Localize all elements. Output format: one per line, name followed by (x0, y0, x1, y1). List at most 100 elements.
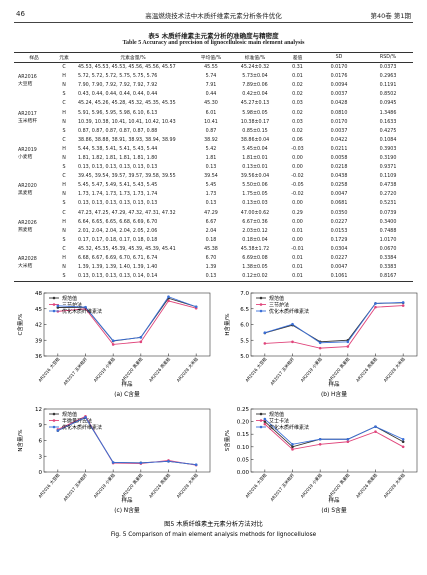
legend-marker (52, 296, 56, 300)
table-cell: 0.0258 (330, 183, 348, 189)
table-cell: 2.01, 2.04, 2.04, 2.04, 2.05, 2.06 (78, 228, 158, 234)
table-row: H 5.72, 5.72, 5.72, 5.75, 5.75, 5.76 5.74 5… (14, 72, 413, 81)
table-row: N 1.81, 1.82, 1.81, 1.81, 1.81, 1.80 1.81 1… (14, 154, 413, 163)
data-point (401, 437, 405, 441)
table-cell: 0.01 (292, 228, 303, 234)
x-tick-label: AR2026 燕麦秸 (354, 356, 379, 384)
data-point (194, 305, 198, 309)
table-cell: 2.04 (205, 228, 217, 234)
column-header: 标准值/% (230, 52, 280, 63)
table-cell: 0.02 (292, 110, 303, 116)
table-cell: 0.31 (292, 65, 303, 71)
legend-label: 三节炉法 (269, 302, 289, 309)
table-cell: 1.39 (205, 265, 217, 271)
table-cell: 0.0304 (330, 246, 348, 252)
column-header: 样品 (14, 52, 54, 63)
data-point (111, 343, 115, 346)
data-point (318, 341, 322, 345)
table-cell: 10.38±0.17 (240, 119, 270, 125)
data-point (374, 430, 377, 433)
legend-label: 优化木质纤维素法 (62, 424, 102, 431)
y-tick-label: 6.5 (240, 307, 249, 313)
series-line (264, 302, 404, 344)
table-cell: N (62, 228, 66, 234)
y-tick-label: 6 (39, 439, 43, 445)
table-cell: 0.0739 (379, 210, 397, 216)
table-cell: 5.91, 5.96, 5.95, 5.98, 6.10, 6.13 (78, 110, 158, 116)
table-cell: 0.4738 (379, 183, 397, 189)
table-cell: 5.50±0.06 (242, 183, 268, 189)
table-cell: 0.13 (205, 201, 217, 207)
table-cell: H (62, 74, 66, 80)
table-cell: 0.12±0.02 (242, 274, 268, 280)
table-cell: 0.0047 (330, 192, 348, 198)
data-point (56, 429, 60, 432)
table-cell: 0.0350 (330, 210, 348, 216)
y-tick-label: 0 (39, 470, 43, 476)
data-point (291, 448, 294, 451)
table-cell: 45.38 (204, 246, 218, 252)
table-cell: 38.86±0.04 (240, 137, 270, 143)
sample-cell: AR2026 燕麦秸 (14, 209, 54, 245)
table-cell: 0.42±0.04 (242, 92, 268, 98)
table-cell: 0.0810 (330, 110, 348, 116)
table-cell: H (62, 256, 66, 262)
legend-marker (259, 296, 263, 300)
y-tick-label: 7.0 (240, 291, 249, 297)
x-axis-label: 样品 (121, 496, 133, 504)
y-tick-label: 48 (35, 291, 42, 297)
legend-label: 规范值 (269, 295, 284, 302)
table-title: 表5 木质纤维素主元素分析的准确度与精密度 (148, 32, 279, 40)
x-tick-label: AR2017 玉米秸秆 (268, 471, 296, 503)
data-point (291, 322, 294, 326)
table-row: AR2028 大米秸 C 45.32, 45.35, 45.39, 45.39, 45… (14, 245, 413, 269)
table-cell: 0.0428 (330, 101, 348, 107)
table-cell: 0.0227 (330, 219, 348, 225)
y-tick-label: 0.20 (237, 420, 250, 426)
table-cell: 0.0176 (330, 74, 348, 80)
table-cell: S (62, 165, 66, 171)
table-cell: 0.01 (292, 265, 303, 271)
table-row: N 2.01, 2.04, 2.04, 2.04, 2.05, 2.06 2.04 2… (14, 227, 413, 236)
table-cell: 6.67 (205, 219, 217, 225)
table-cell: 5.74 (205, 74, 217, 80)
legend-marker (259, 303, 263, 306)
x-tick-label: AR2028 大米秸 (175, 356, 200, 384)
y-tick-label: 5.0 (240, 354, 249, 360)
table-cell: 0.01 (292, 274, 303, 280)
x-tick-label: AR2026 燕麦秸 (354, 472, 379, 500)
table-cell: 39.54 (204, 174, 218, 180)
table-cell: 0.8502 (379, 92, 397, 98)
table-row: S 0.13, 0.13, 0.13, 0.13, 0.14, 0.14 0.13 0… (14, 272, 413, 282)
table-cell: 5.72, 5.72, 5.72, 5.75, 5.75, 5.76 (78, 74, 158, 80)
table-cell: 0.13±0.03 (242, 201, 268, 207)
issue: 第40卷 第1期 (370, 12, 411, 20)
table-cell: H (62, 110, 66, 116)
table-cell: 0.18±0.04 (242, 237, 268, 243)
data-point (346, 440, 350, 444)
y-tick-label: 39 (35, 338, 42, 344)
data-table: 样品 元素 元素含量/% 平均值/% 标准值/% 差值 SD RSD/% AR2016 大豆秸 C… (14, 52, 413, 283)
table-cell: S (62, 237, 66, 243)
table-cell: 5.73±0.04 (242, 74, 268, 80)
table-row: S 0.87, 0.87, 0.87, 0.87, 0.87, 0.88 0.87 0… (14, 127, 413, 136)
table-cell: 0.1633 (379, 119, 397, 125)
table-cell: 0.7488 (379, 228, 397, 234)
plot-frame (250, 408, 418, 473)
sample-id: AR2020 (18, 184, 37, 190)
table-cell: 7.90, 7.90, 7.92, 7.92, 7.92, 7.92 (78, 83, 158, 89)
sample-id: AR2026 (18, 220, 37, 226)
legend-marker (259, 425, 263, 429)
table-row: AR2016 大豆秸 C 45.53, 45.53, 45.53, 45.56, 45… (14, 63, 413, 87)
sample-name: 大米秸 (18, 264, 33, 270)
table-cell: H (62, 219, 66, 225)
y-tick-label: 45 (35, 307, 42, 313)
data-point (111, 461, 115, 464)
table-cell: 1.75±0.05 (242, 192, 268, 198)
data-point (346, 340, 350, 344)
table-cell: 5.45, 5.47, 5.49, 5.41, 5.43, 5.45 (78, 183, 158, 189)
table-row: H 5.44, 5.38, 5.41, 5.41, 5.43, 5.44 5.42 5… (14, 145, 413, 154)
table-cell: 0.29 (292, 210, 303, 216)
table-cell: 0.1729 (330, 237, 348, 243)
